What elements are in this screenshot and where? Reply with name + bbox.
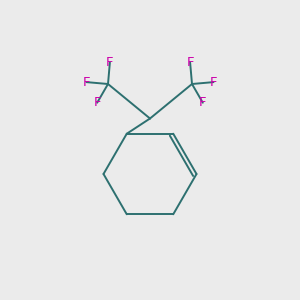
Text: F: F <box>94 96 101 109</box>
Text: F: F <box>199 96 207 109</box>
Text: F: F <box>83 76 90 88</box>
Text: F: F <box>210 76 217 88</box>
Text: F: F <box>106 56 114 69</box>
Text: F: F <box>186 56 194 69</box>
